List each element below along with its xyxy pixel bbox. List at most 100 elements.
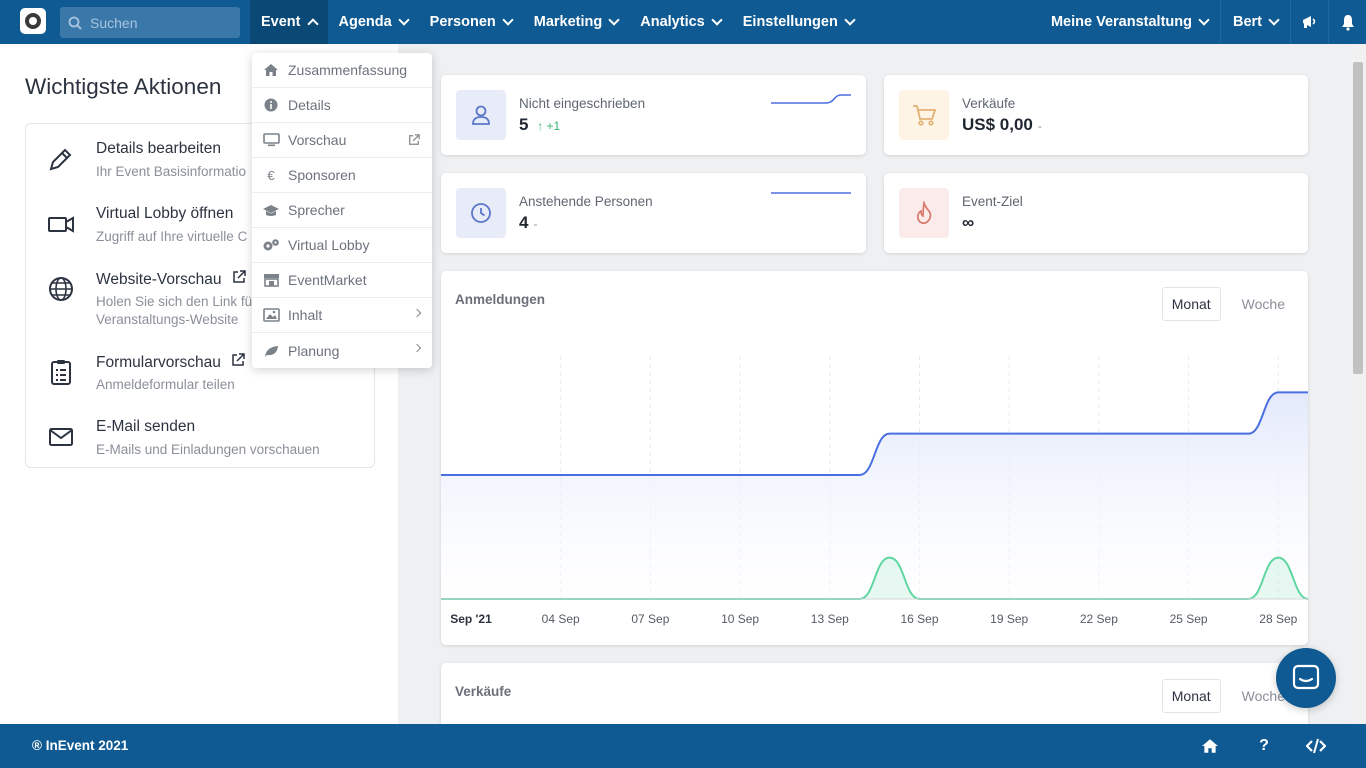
action-subtitle: Zugriff auf Ihre virtuelle C xyxy=(96,229,248,244)
envelope-icon xyxy=(49,428,73,446)
chevron-right-icon xyxy=(412,308,422,318)
registrations-chart-card: Anmeldungen Monat Woche Sep '21 04 Sep 07 … xyxy=(441,271,1308,645)
x-tick-label: 07 Sep xyxy=(631,612,669,626)
nav-analytics[interactable]: Analytics xyxy=(629,0,731,44)
home-icon[interactable] xyxy=(1199,735,1221,757)
scrollbar-thumb[interactable] xyxy=(1353,62,1363,374)
stat-label: Anstehende Personen xyxy=(519,194,653,209)
nav-agenda[interactable]: Agenda xyxy=(328,0,419,44)
action-send-email[interactable]: E-Mail senden E-Mails und Einladungen vo… xyxy=(26,408,374,467)
menu-item-label: Details xyxy=(288,97,331,113)
menu-item-label: Sprecher xyxy=(288,202,345,218)
clock-icon xyxy=(456,188,506,238)
menu-item-sponsoren[interactable]: € Sponsoren xyxy=(252,158,432,193)
chevron-down-icon xyxy=(502,13,514,26)
stat-card-sales[interactable]: Verkäufe US$ 0,00- xyxy=(884,75,1308,155)
x-tick-label: 22 Sep xyxy=(1080,612,1118,626)
chevron-down-icon xyxy=(398,13,410,26)
monitor-icon xyxy=(262,132,280,148)
code-icon[interactable] xyxy=(1305,735,1327,757)
nav-marketing[interactable]: Marketing xyxy=(523,0,630,44)
user-icon xyxy=(456,90,506,140)
nav-personen-label: Personen xyxy=(429,14,496,30)
action-subtitle-line2: Veranstaltungs-Website xyxy=(96,312,239,327)
chevron-down-icon xyxy=(1198,13,1210,26)
menu-item-zusammenfassung[interactable]: Zusammenfassung xyxy=(252,53,432,88)
nav-event-label: Event xyxy=(261,14,301,30)
x-tick-label: 28 Sep xyxy=(1259,612,1297,626)
stat-card-goal[interactable]: Event-Ziel ∞ xyxy=(884,173,1308,253)
chat-widget-button[interactable] xyxy=(1276,648,1336,708)
action-website-preview[interactable]: Website-Vorschau Holen Sie sich den Link… xyxy=(26,260,374,340)
toggle-month[interactable]: Monat xyxy=(1161,679,1221,713)
stat-number: 4 xyxy=(519,213,529,232)
nav-personen[interactable]: Personen xyxy=(419,0,523,44)
action-form-preview[interactable]: Formularvorschau Anmeldeformular teilen xyxy=(26,343,374,403)
nav-right: Meine Veranstaltung Bert xyxy=(1039,0,1366,44)
menu-item-planung[interactable]: Planung xyxy=(252,333,432,368)
action-open-lobby[interactable]: Virtual Lobby öffnen Zugriff auf Ihre vi… xyxy=(26,195,374,255)
stat-card-pending[interactable]: Anstehende Personen 4- xyxy=(441,173,866,253)
stat-delta-value: +1 xyxy=(546,119,561,133)
menu-item-label: Inhalt xyxy=(288,307,323,323)
series-line-registrations xyxy=(441,391,1308,477)
flame-icon xyxy=(899,188,949,238)
search-input[interactable]: Suchen xyxy=(60,7,240,38)
nav-analytics-label: Analytics xyxy=(640,14,705,30)
sales-chart-card: Verkäufe Monat Woche xyxy=(441,663,1308,733)
help-icon[interactable]: ? xyxy=(1259,737,1269,754)
menu-item-virtual-lobby[interactable]: Virtual Lobby xyxy=(252,228,432,263)
chevron-down-icon xyxy=(711,13,723,26)
x-tick-label: 19 Sep xyxy=(990,612,1028,626)
clipboard-icon xyxy=(51,360,71,385)
action-subtitle-line1: Holen Sie sich den Link fü xyxy=(96,294,253,309)
action-subtitle: Ihr Event Basisinformatio xyxy=(96,164,247,179)
action-title: Website-Vorschau xyxy=(96,270,246,289)
main-nav: Event Agenda Personen Marketing Analytic… xyxy=(250,0,865,44)
stat-value: 4- xyxy=(519,213,537,233)
action-edit-details[interactable]: Details bearbeiten Ihr Event Basisinform… xyxy=(26,130,374,190)
bell-icon[interactable] xyxy=(1328,0,1366,44)
menu-item-eventmarket[interactable]: EventMarket xyxy=(252,263,432,298)
menu-item-sprecher[interactable]: Sprecher xyxy=(252,193,432,228)
user-menu[interactable]: Bert xyxy=(1219,0,1290,44)
euro-icon: € xyxy=(267,167,275,183)
external-link-icon xyxy=(409,134,420,145)
menu-item-inhalt[interactable]: Inhalt xyxy=(252,298,432,333)
external-link-icon xyxy=(233,270,246,283)
stat-dash: - xyxy=(1037,119,1042,133)
stat-label: Verkäufe xyxy=(962,96,1016,111)
page-scrollbar[interactable] xyxy=(1350,44,1366,724)
chart-title: Verkäufe xyxy=(455,684,512,699)
home-icon xyxy=(262,62,280,78)
toggle-week[interactable]: Woche xyxy=(1241,688,1285,704)
nav-event[interactable]: Event xyxy=(250,0,328,44)
megaphone-icon[interactable] xyxy=(1290,0,1328,44)
menu-item-label: Planung xyxy=(288,342,340,359)
stat-number: 5 xyxy=(519,115,529,134)
toggle-month[interactable]: Monat xyxy=(1161,287,1221,321)
stat-card-not-registered[interactable]: Nicht eingeschrieben 5 ↑ +1 xyxy=(441,75,866,155)
menu-item-details[interactable]: Details xyxy=(252,88,432,123)
stat-number: US$ 0,00 xyxy=(962,115,1033,134)
toggle-week[interactable]: Woche xyxy=(1241,296,1285,312)
menu-item-label: Virtual Lobby xyxy=(288,237,370,253)
x-tick-label: 04 Sep xyxy=(542,612,580,626)
stat-label: Event-Ziel xyxy=(962,194,1023,209)
nav-einstellungen[interactable]: Einstellungen xyxy=(732,0,865,44)
app-logo[interactable] xyxy=(20,8,46,34)
arrow-up-icon: ↑ xyxy=(537,119,544,133)
image-icon xyxy=(262,307,280,323)
period-toggle: Monat Woche xyxy=(1161,679,1294,713)
action-subtitle: Holen Sie sich den Link fü Veranstaltungs… xyxy=(96,293,252,329)
chat-icon xyxy=(1292,664,1320,690)
x-tick-label: 25 Sep xyxy=(1170,612,1208,626)
series-area-fill xyxy=(441,392,1308,599)
chevron-up-icon xyxy=(306,18,319,30)
event-selector[interactable]: Meine Veranstaltung xyxy=(1039,0,1220,44)
stat-delta: ↑ +1 xyxy=(537,119,560,133)
graduation-cap-icon xyxy=(262,202,280,218)
menu-item-vorschau[interactable]: Vorschau xyxy=(252,123,432,158)
chevron-right-icon xyxy=(412,343,422,353)
action-title: Details bearbeiten xyxy=(96,140,221,157)
